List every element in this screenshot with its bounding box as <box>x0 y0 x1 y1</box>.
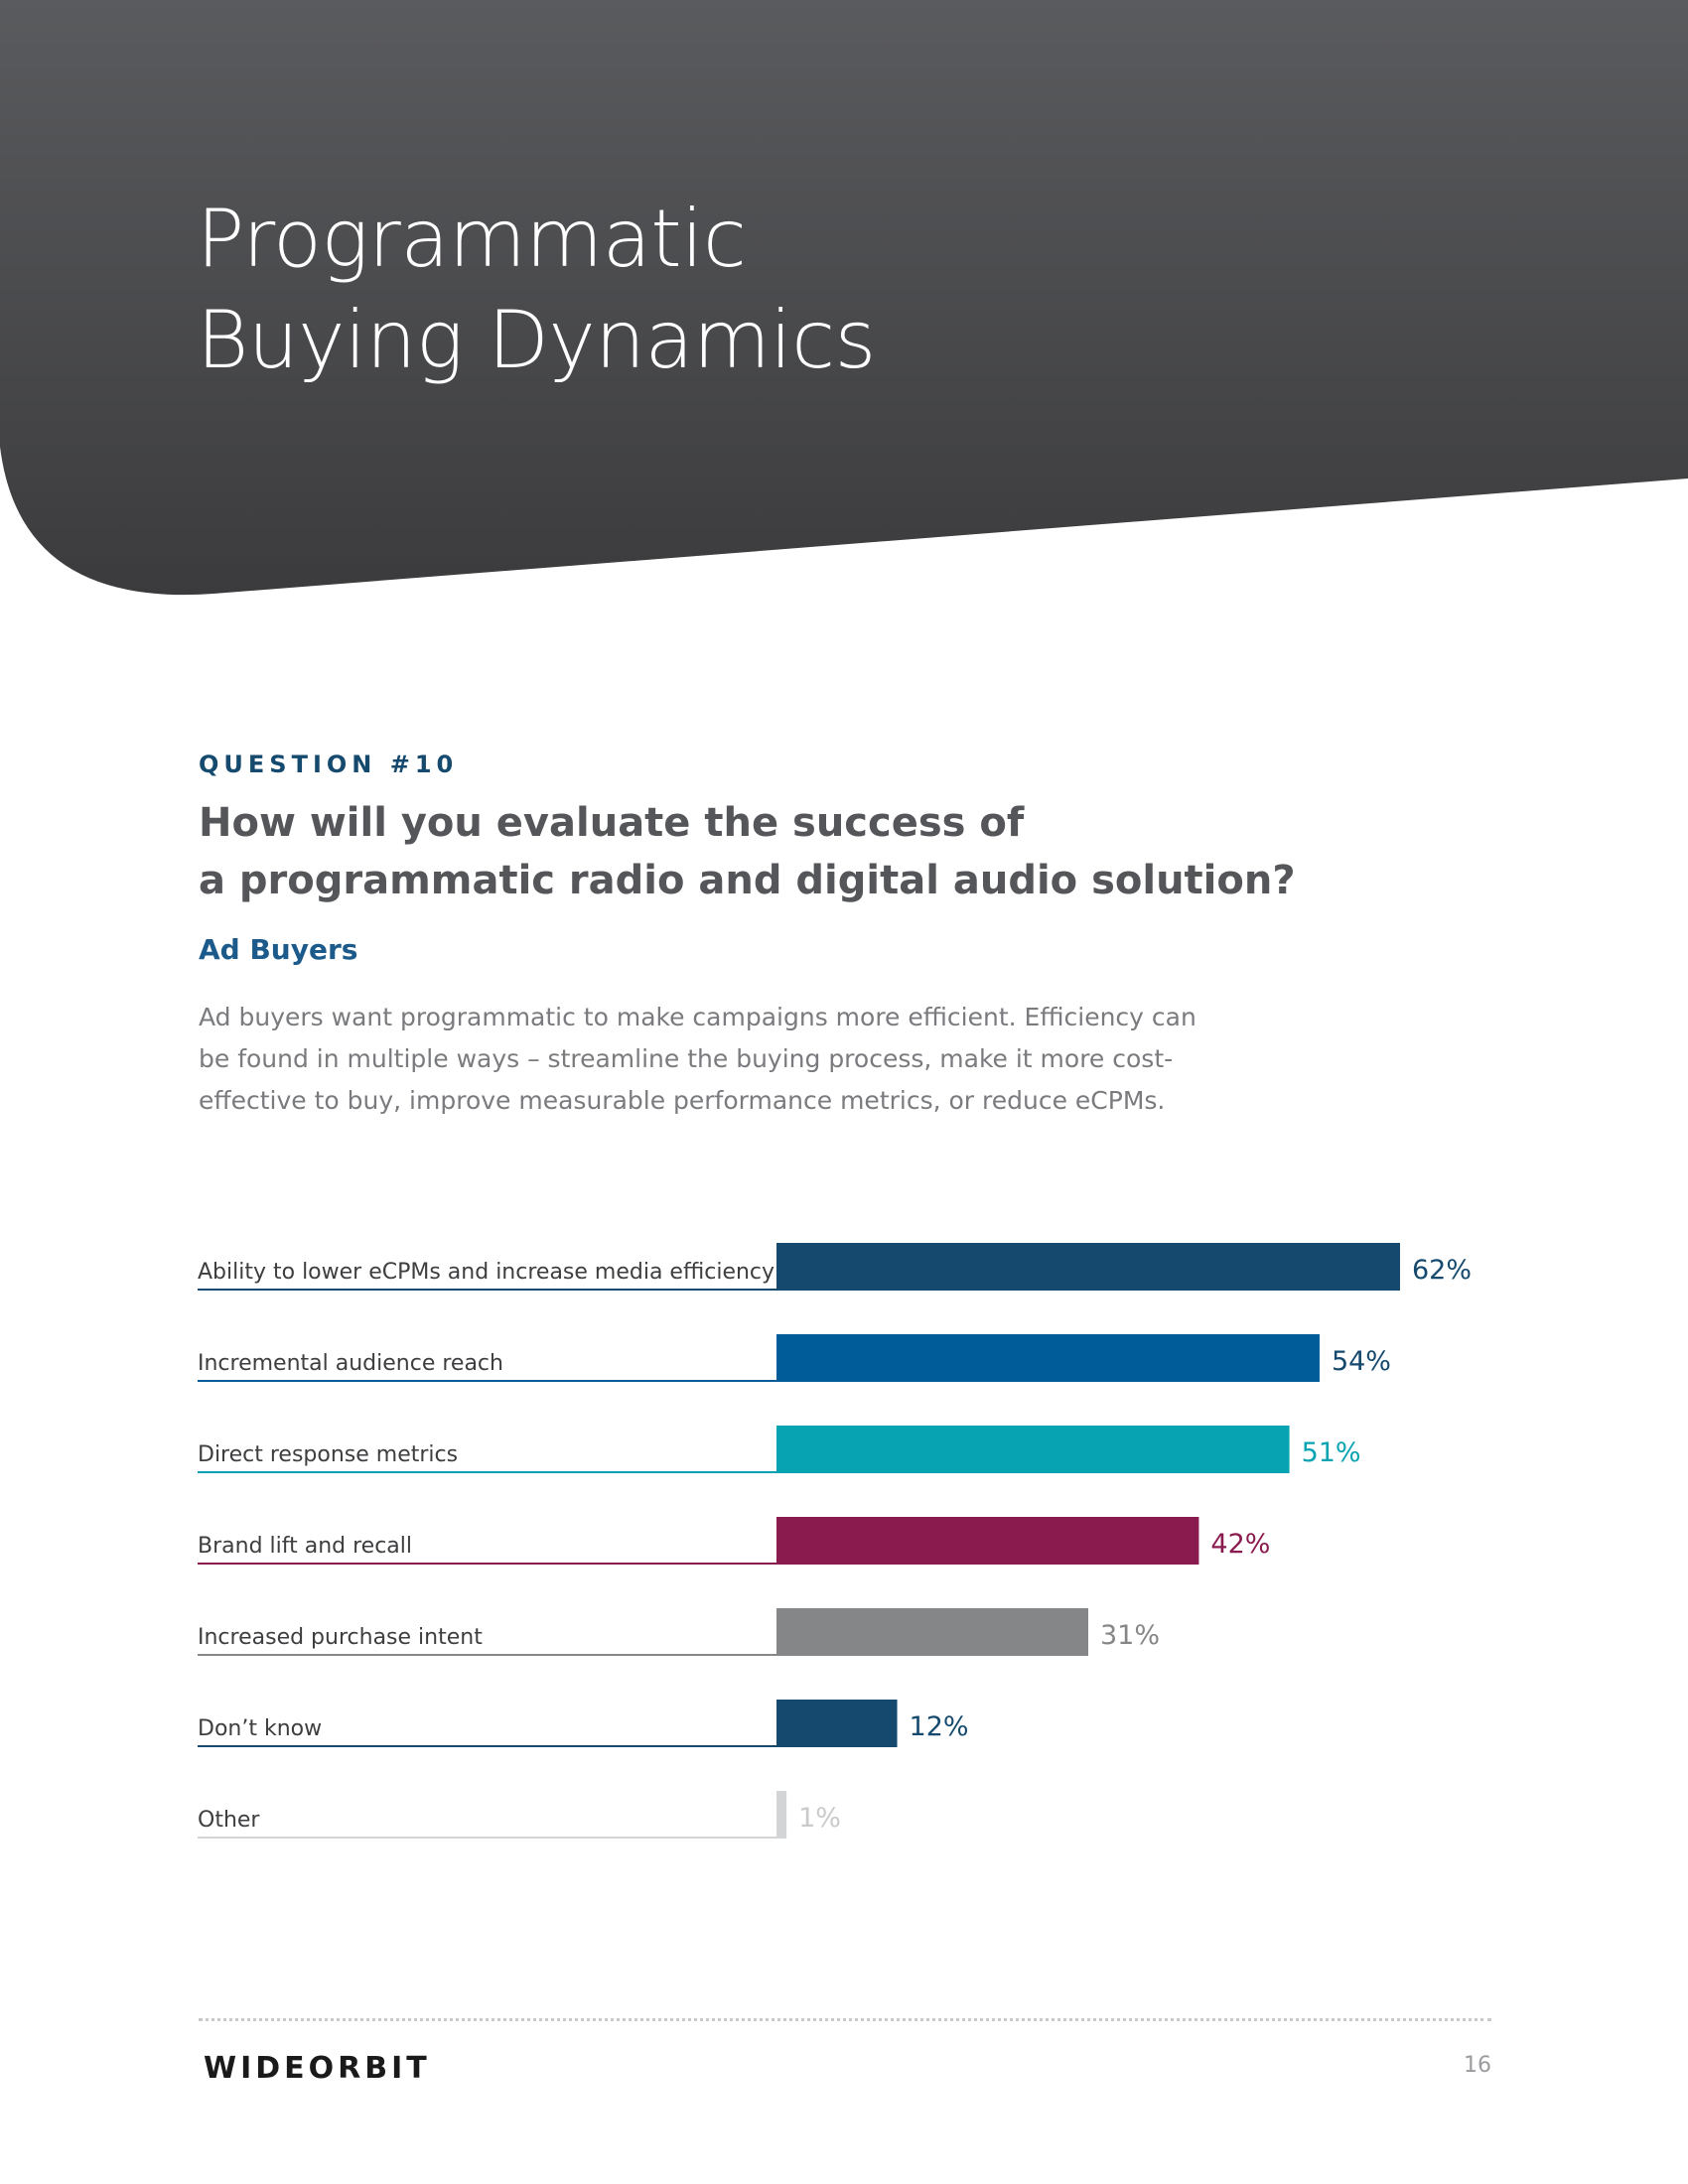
bar-row: Incremental audience reach 54% <box>198 1334 1391 1382</box>
category-label: Increased purchase intent <box>198 1625 483 1650</box>
question-text-line-1: How will you evaluate the success of <box>199 800 1025 846</box>
question-number: QUESTION #10 <box>199 751 459 778</box>
page-title-line-1: Programmatic <box>197 193 747 285</box>
header-banner <box>0 0 1688 596</box>
category-label: Don’t know <box>198 1716 322 1741</box>
category-label: Other <box>198 1808 260 1833</box>
bar-row: Ability to lower eCPMs and increase medi… <box>198 1243 1472 1291</box>
value-label: 54% <box>1332 1346 1391 1377</box>
bar <box>776 1700 898 1747</box>
bar <box>776 1517 1199 1565</box>
page-number: 16 <box>1464 2053 1491 2078</box>
value-label: 51% <box>1302 1437 1361 1468</box>
category-label: Direct response metrics <box>198 1442 458 1467</box>
question-text: How will you evaluate the success of a p… <box>199 794 1390 909</box>
bar-chart: Ability to lower eCPMs and increase medi… <box>198 1243 1472 1839</box>
value-label: 12% <box>910 1711 969 1742</box>
bar <box>776 1426 1290 1473</box>
bar-row: Brand lift and recall 42% <box>198 1517 1270 1565</box>
value-label: 31% <box>1100 1620 1160 1651</box>
description-paragraph: Ad buyers want programmatic to make camp… <box>199 1003 1196 1115</box>
bar-row: Don’t know 12% <box>198 1700 969 1747</box>
page-title: Programmatic Buying Dynamics <box>197 189 876 391</box>
bar <box>776 1791 787 1839</box>
page-title-line-2: Buying Dynamics <box>197 294 876 386</box>
audience-label: Ad Buyers <box>199 933 358 966</box>
bar <box>776 1608 1088 1656</box>
value-label: 42% <box>1210 1529 1270 1560</box>
bar <box>776 1243 1400 1291</box>
question-text-line-2: a programmatic radio and digital audio s… <box>199 858 1296 903</box>
bar <box>776 1334 1320 1382</box>
footer-divider <box>199 2018 1491 2021</box>
bar-row: Increased purchase intent 31% <box>198 1608 1160 1656</box>
category-label: Incremental audience reach <box>198 1351 503 1376</box>
category-label: Brand lift and recall <box>198 1534 412 1559</box>
bar-row: Other 1% <box>198 1791 841 1839</box>
bar-row: Direct response metrics 51% <box>198 1426 1361 1473</box>
value-label: 62% <box>1412 1255 1472 1286</box>
value-label: 1% <box>798 1803 841 1834</box>
wideorbit-logo: WIDEORBIT <box>204 2051 431 2086</box>
category-label: Ability to lower eCPMs and increase medi… <box>198 1260 774 1285</box>
header-shape <box>0 0 1688 596</box>
